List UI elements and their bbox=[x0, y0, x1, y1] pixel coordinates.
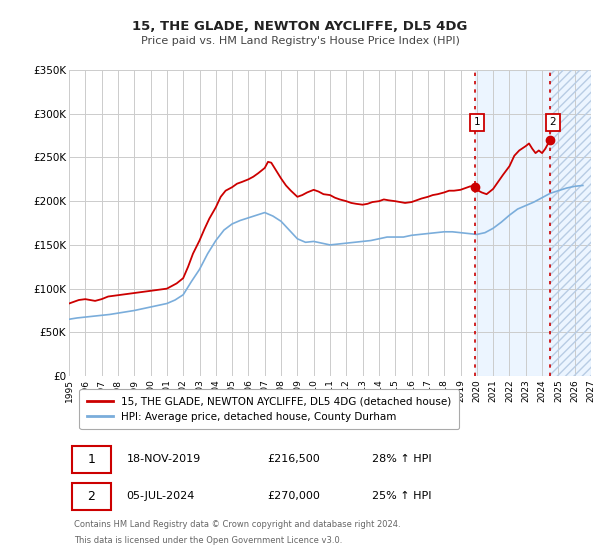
Text: 1: 1 bbox=[474, 118, 481, 128]
FancyBboxPatch shape bbox=[71, 483, 111, 510]
Bar bbox=[550, 70, 591, 376]
Text: Price paid vs. HM Land Registry's House Price Index (HPI): Price paid vs. HM Land Registry's House … bbox=[140, 36, 460, 46]
Text: 28% ↑ HPI: 28% ↑ HPI bbox=[372, 455, 431, 464]
Text: Contains HM Land Registry data © Crown copyright and database right 2024.: Contains HM Land Registry data © Crown c… bbox=[74, 520, 401, 529]
Text: 1: 1 bbox=[87, 453, 95, 466]
Text: £216,500: £216,500 bbox=[268, 455, 320, 464]
Bar bbox=[550, 70, 591, 376]
Bar bbox=[475, 70, 591, 376]
Text: £270,000: £270,000 bbox=[268, 492, 320, 502]
Text: 2: 2 bbox=[87, 490, 95, 503]
Text: 18-NOV-2019: 18-NOV-2019 bbox=[127, 455, 200, 464]
Text: This data is licensed under the Open Government Licence v3.0.: This data is licensed under the Open Gov… bbox=[74, 536, 343, 545]
FancyBboxPatch shape bbox=[71, 446, 111, 473]
Legend: 15, THE GLADE, NEWTON AYCLIFFE, DL5 4DG (detached house), HPI: Average price, de: 15, THE GLADE, NEWTON AYCLIFFE, DL5 4DG … bbox=[79, 389, 458, 430]
Text: 15, THE GLADE, NEWTON AYCLIFFE, DL5 4DG: 15, THE GLADE, NEWTON AYCLIFFE, DL5 4DG bbox=[133, 20, 467, 32]
Text: 2: 2 bbox=[550, 118, 556, 128]
Text: 25% ↑ HPI: 25% ↑ HPI bbox=[372, 492, 431, 502]
Text: 05-JUL-2024: 05-JUL-2024 bbox=[127, 492, 195, 502]
